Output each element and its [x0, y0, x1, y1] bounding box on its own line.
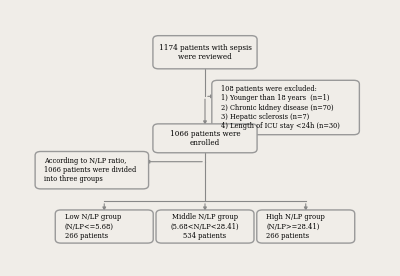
Text: Low N/LP group
(N/LP<=5.68)
266 patients: Low N/LP group (N/LP<=5.68) 266 patients [64, 213, 121, 240]
Text: 108 patients were excluded:
1) Younger than 18 years  (n=1)
2) Chronic kidney di: 108 patients were excluded: 1) Younger t… [221, 85, 340, 130]
FancyBboxPatch shape [212, 80, 359, 135]
FancyBboxPatch shape [153, 124, 257, 153]
FancyBboxPatch shape [153, 36, 257, 69]
Text: High N/LP group
(N/LP>=28.41)
266 patients: High N/LP group (N/LP>=28.41) 266 patien… [266, 213, 325, 240]
FancyBboxPatch shape [35, 152, 148, 189]
Text: According to N/LP ratio,
1066 patients were divided
into three groups: According to N/LP ratio, 1066 patients w… [44, 157, 137, 183]
FancyBboxPatch shape [55, 210, 153, 243]
Text: 1174 patients with sepsis
were reviewed: 1174 patients with sepsis were reviewed [158, 44, 252, 61]
FancyBboxPatch shape [257, 210, 355, 243]
Text: 1066 patients were
enrolled: 1066 patients were enrolled [170, 130, 240, 147]
FancyBboxPatch shape [156, 210, 254, 243]
Text: Middle N/LP group
(5.68<N/LP<28.41)
534 patients: Middle N/LP group (5.68<N/LP<28.41) 534 … [171, 213, 239, 240]
